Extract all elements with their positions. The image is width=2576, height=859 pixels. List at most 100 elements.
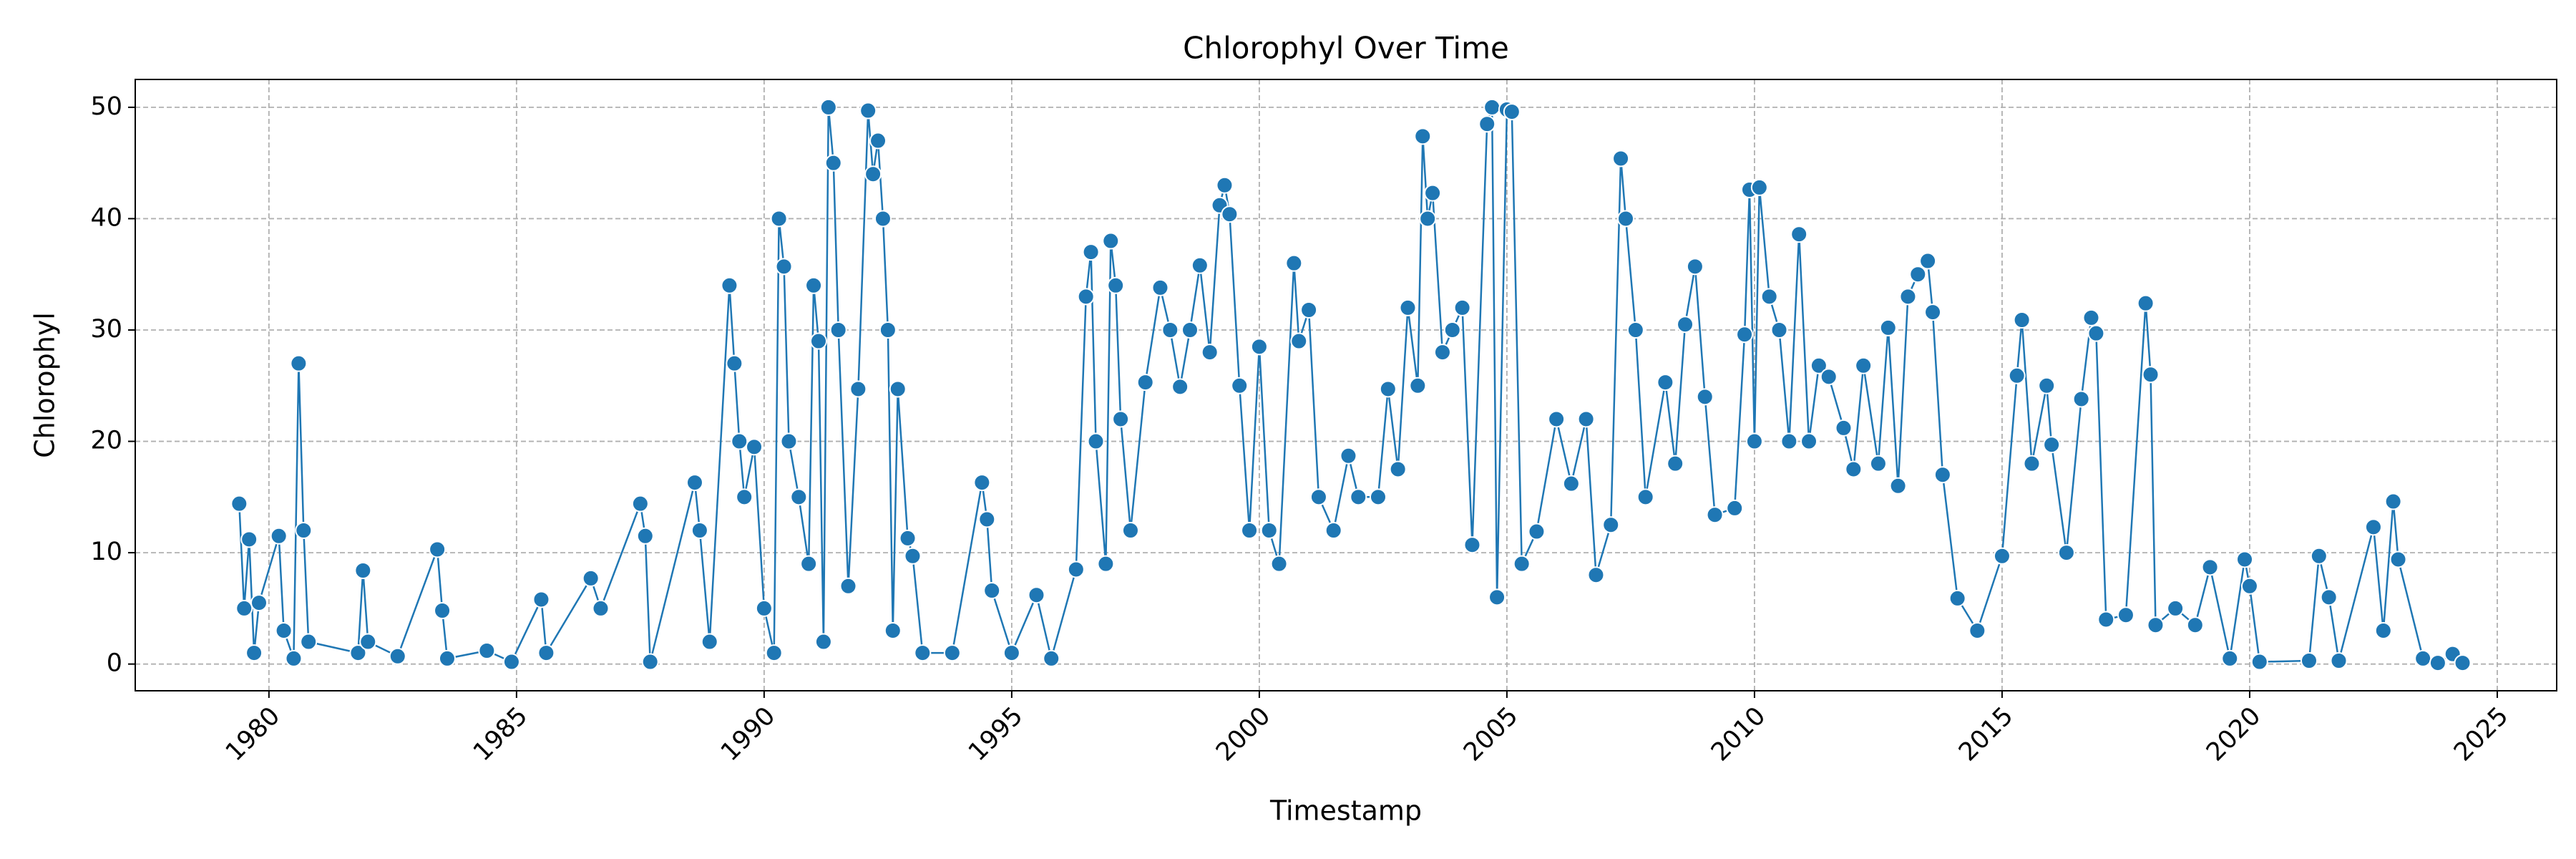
data-point [270,527,288,545]
data-point [1626,321,1644,339]
data-point [285,649,303,667]
data-point [1835,419,1853,437]
y-tick-label: 10 [90,538,122,566]
data-point [2072,390,2090,408]
y-tick-label: 50 [90,92,122,121]
y-tick-label: 20 [90,427,122,455]
data-point [1488,588,1506,606]
data-point [1636,488,1654,506]
y-axis-label: Chlorophyl [29,312,61,458]
data-point [2201,558,2219,576]
data-point [1760,288,1778,306]
data-point [1241,522,1259,539]
data-point [2167,599,2185,617]
data-point [814,633,832,651]
data-point [295,522,313,539]
data-point [2142,366,2160,384]
data-point [721,276,738,294]
data-point [275,622,293,639]
data-point [1677,316,1694,334]
data-point [429,540,447,558]
data-point [731,432,748,450]
data-point [1736,326,1754,344]
data-point [1191,256,1209,274]
data-point [2384,492,2402,510]
data-point [235,599,253,617]
data-point [1112,410,1130,428]
data-point [240,530,258,548]
data-point [790,488,808,506]
data-point [978,510,996,528]
data-point [1616,210,1634,228]
data-point [1324,522,1342,539]
data-point [1845,460,1863,478]
y-tick-label: 40 [90,203,122,232]
data-point [2250,653,2268,671]
data-point [1612,150,1630,168]
data-point [1102,232,1120,250]
data-point [438,649,456,667]
chart-title: Chlorophyl Over Time [1183,31,1509,66]
data-point [2008,367,2026,384]
data-point [582,569,600,587]
data-point [1270,555,1288,573]
data-point [874,210,892,228]
data-point [889,380,907,398]
data-point [1350,488,1367,506]
data-point [899,529,917,547]
data-point [1968,622,1986,639]
data-point [1433,344,1451,361]
data-point [1696,388,1714,406]
data-point [250,594,268,612]
data-point [2320,588,2338,606]
data-point [1587,566,1605,584]
data-point [532,591,550,608]
data-point [1097,555,1115,573]
data-point [641,653,659,671]
data-point [1389,460,1407,478]
data-point [726,354,743,372]
data-point [1221,205,1239,223]
data-point [1562,475,1580,492]
data-point [914,644,932,662]
data-point [1409,377,1427,394]
data-point [983,582,1001,599]
data-point [736,488,753,506]
data-point [839,577,857,595]
data-point [1657,374,1674,392]
data-point [1770,321,1788,339]
data-point [824,154,842,172]
data-point [1993,547,2011,565]
data-point [770,210,788,228]
data-point [864,165,882,183]
data-point [1706,506,1724,524]
data-point [2186,616,2204,634]
data-point [1528,523,1546,540]
data-point [1820,368,1838,386]
data-point [2236,550,2254,568]
data-point [1379,380,1397,398]
data-point [230,495,248,513]
data-point [809,332,827,350]
data-point [2330,652,2348,669]
data-point [1686,258,1704,276]
data-point [631,495,649,513]
data-point [2043,436,2061,454]
data-point [1800,432,1818,450]
data-point [349,644,367,662]
data-point [1260,522,1278,539]
data-point [1790,225,1808,243]
data-point [1414,127,1432,145]
data-point [1889,477,1907,495]
data-point [1087,432,1105,450]
data-point [1909,266,1927,283]
data-point [1948,589,1966,607]
data-point [1231,377,1249,394]
data-point [1443,321,1461,339]
data-point [2082,309,2100,326]
data-point [1201,344,1219,361]
data-point [2310,547,2328,565]
